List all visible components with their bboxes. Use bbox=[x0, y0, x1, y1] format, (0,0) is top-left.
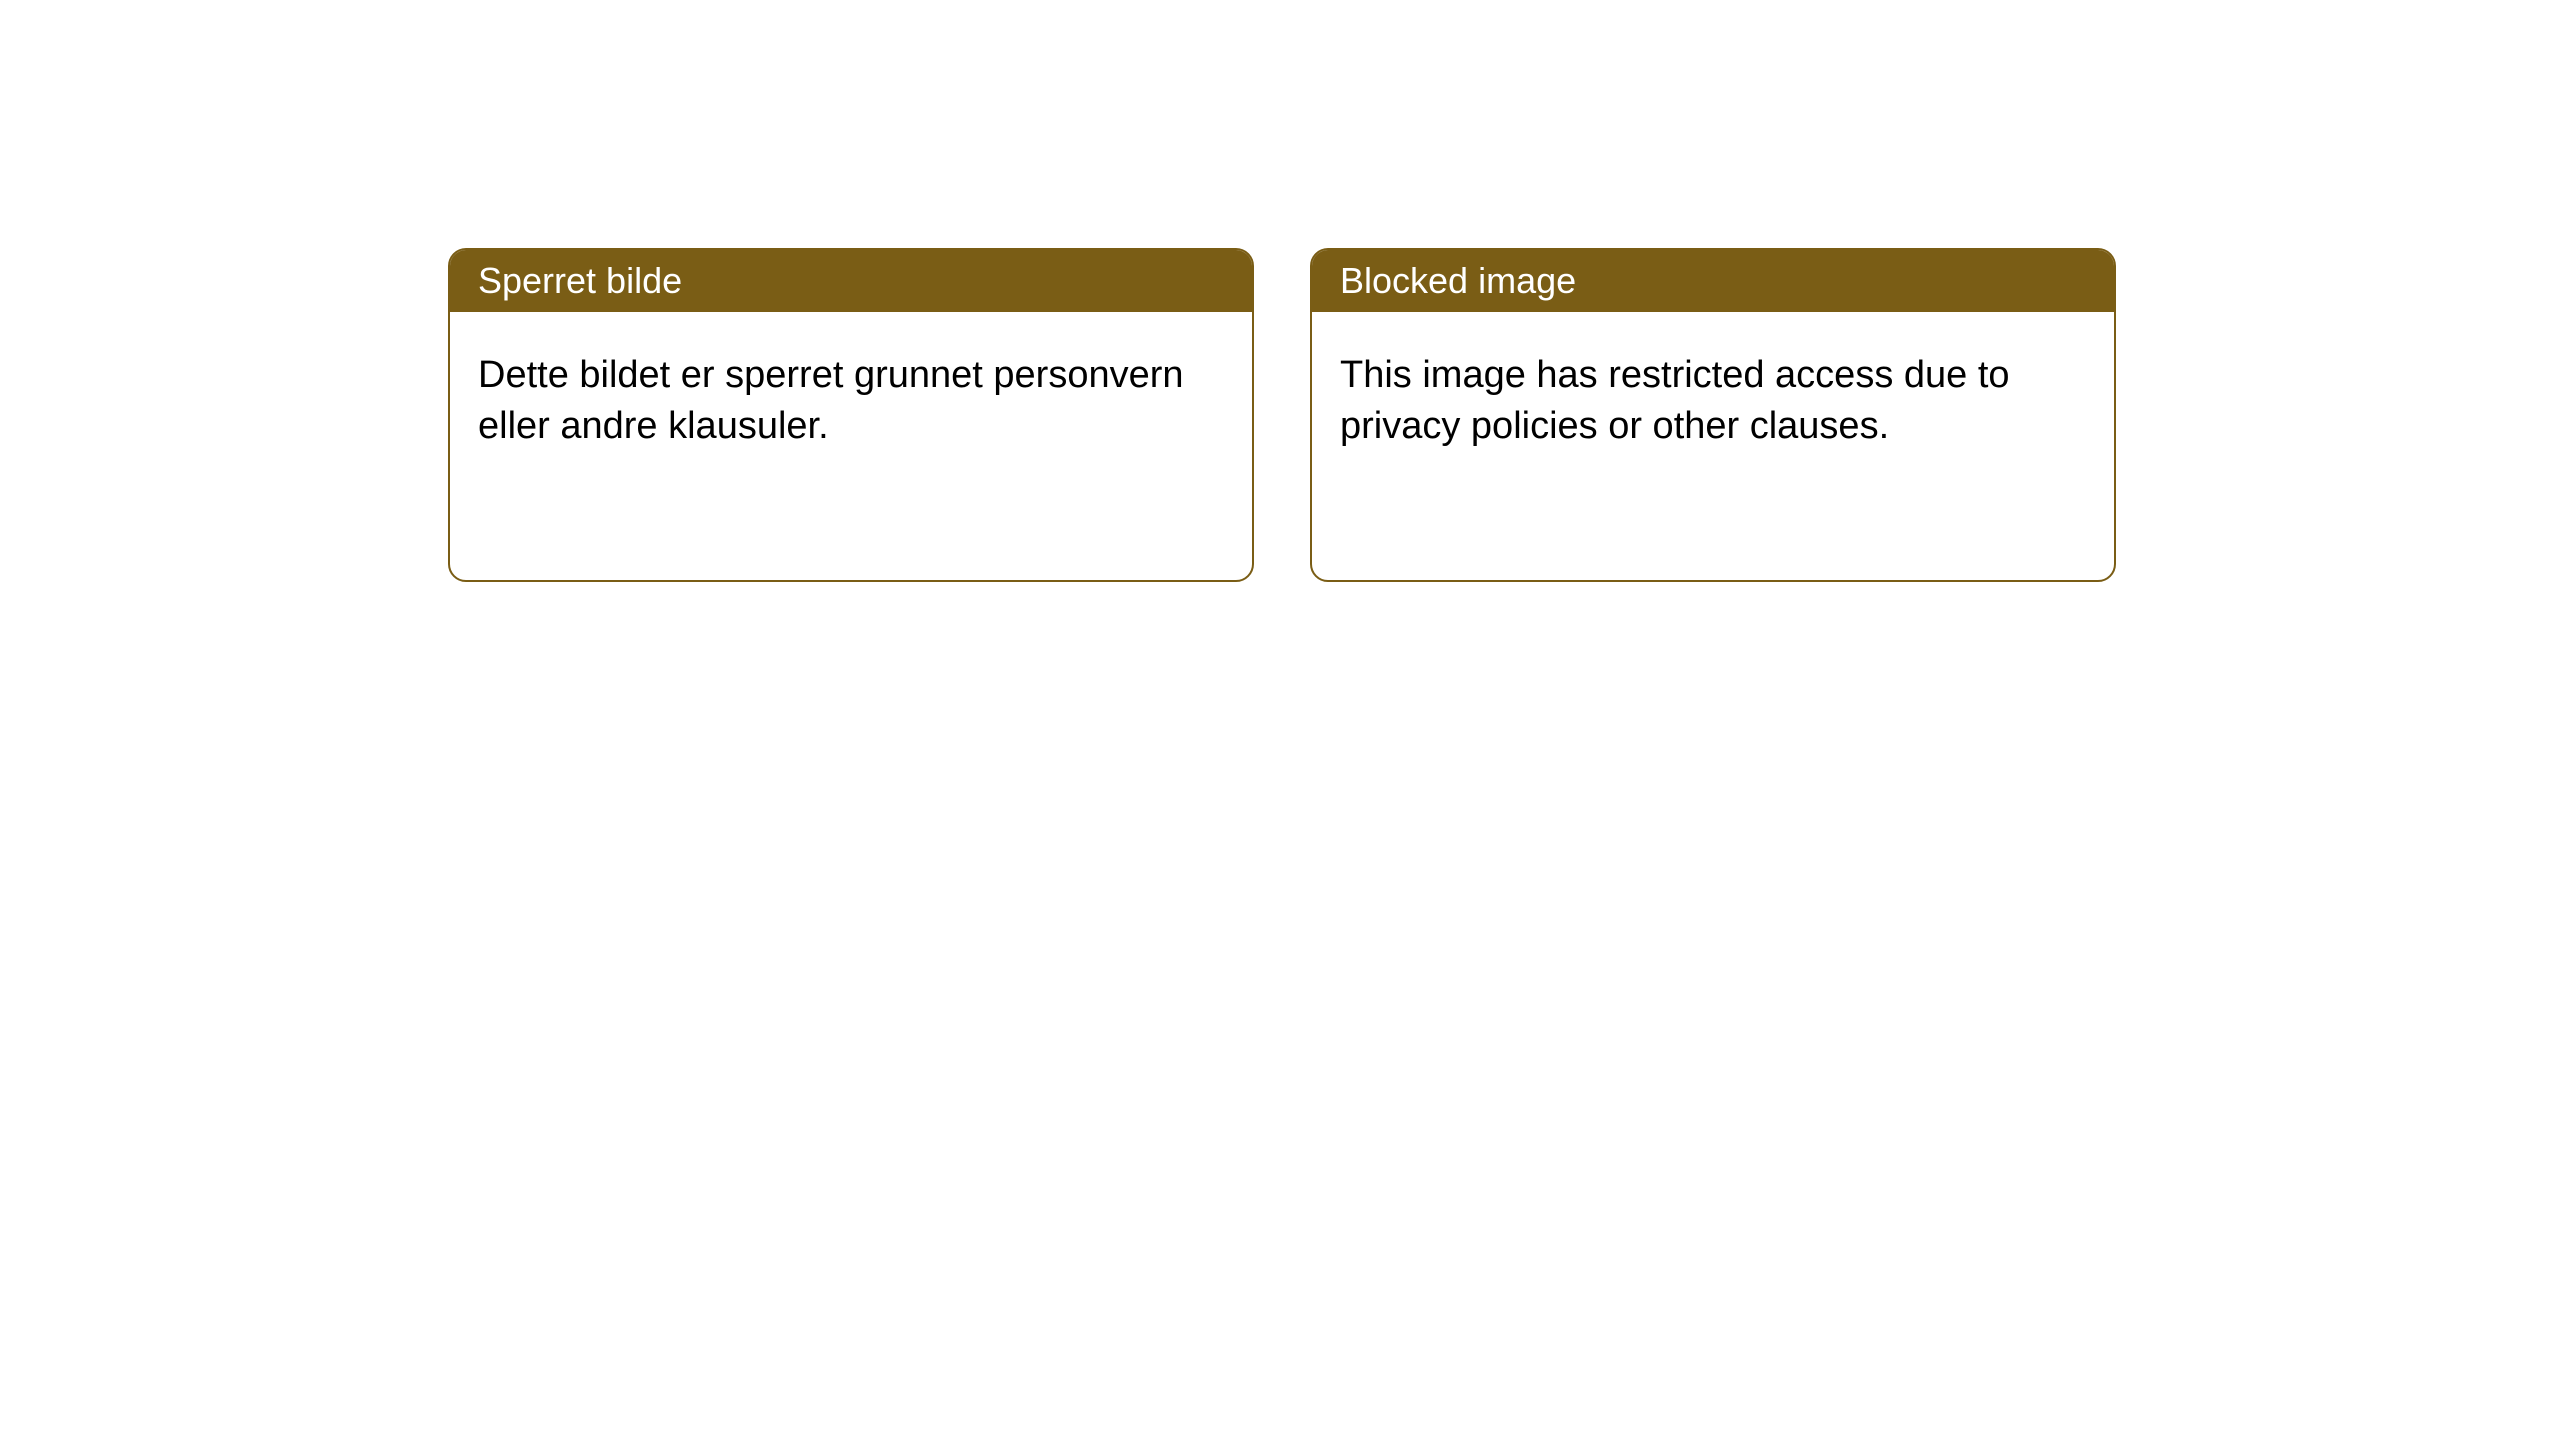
notice-container: Sperret bilde Dette bildet er sperret gr… bbox=[0, 0, 2560, 582]
card-body-text: This image has restricted access due to … bbox=[1340, 354, 2010, 447]
blocked-image-card-norwegian: Sperret bilde Dette bildet er sperret gr… bbox=[448, 248, 1254, 582]
blocked-image-card-english: Blocked image This image has restricted … bbox=[1310, 248, 2116, 582]
card-title: Sperret bilde bbox=[478, 260, 682, 301]
card-body-text: Dette bildet er sperret grunnet personve… bbox=[478, 354, 1184, 447]
card-body: This image has restricted access due to … bbox=[1312, 312, 2114, 491]
card-body: Dette bildet er sperret grunnet personve… bbox=[450, 312, 1252, 491]
card-header: Sperret bilde bbox=[450, 250, 1252, 312]
card-title: Blocked image bbox=[1340, 260, 1576, 301]
card-header: Blocked image bbox=[1312, 250, 2114, 312]
